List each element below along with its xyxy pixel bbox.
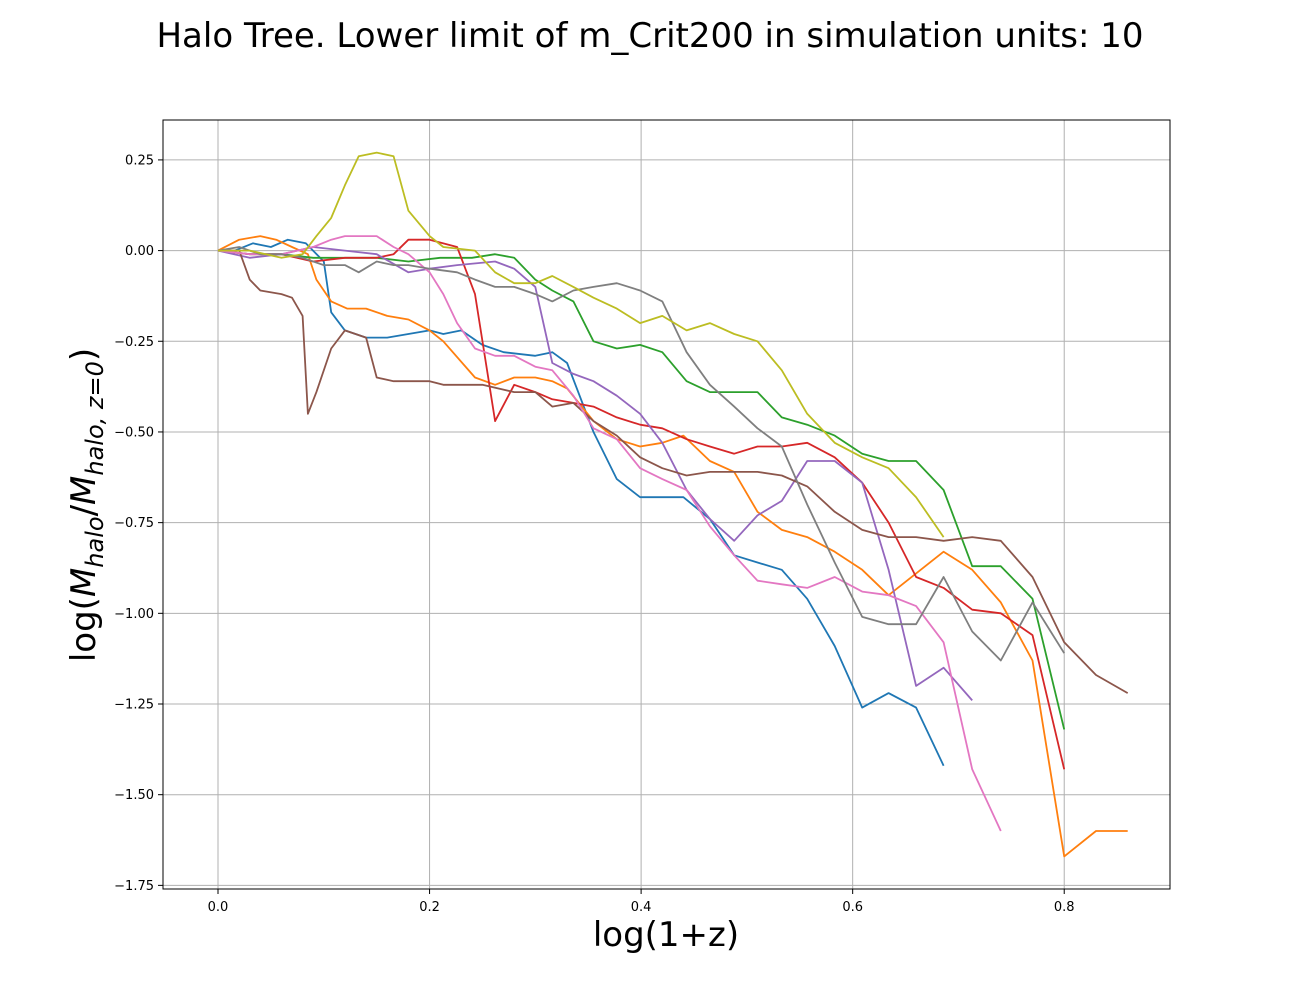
grid (163, 120, 1170, 889)
y-tick-label: −0.25 (114, 335, 154, 350)
series-line-2 (217, 235, 1128, 858)
y-tick-label: −1.50 (114, 788, 154, 803)
series-line-6 (218, 249, 1129, 694)
series-line-1 (218, 238, 945, 767)
y-axis-label: log(Mhalo/Mhalo, z=0) (64, 348, 109, 662)
x-tick-label: 0.4 (631, 900, 652, 915)
y-tick-label: −1.25 (114, 698, 154, 713)
plot-frame (162, 119, 1171, 890)
series-line-8 (217, 246, 1065, 662)
series-line-3 (217, 249, 1066, 730)
y-tick-label: 0.00 (125, 244, 154, 259)
y-tick-label: −0.50 (114, 425, 154, 440)
y-axis-ticks: 0.25 0.00 −0.25 −0.50 −0.75 −1.00 −1.25 −1.50 −1… (114, 153, 163, 894)
series-line-4 (217, 238, 1066, 770)
x-tick-label: 0.2 (419, 900, 440, 915)
series-group (217, 151, 1129, 858)
series-line-7 (217, 235, 1002, 832)
y-tick-label: −1.75 (114, 879, 154, 894)
x-axis-ticks: 0.0 0.2 0.4 0.6 0.8 (208, 889, 1075, 915)
x-tick-label: 0.6 (842, 900, 863, 915)
y-tick-label: −1.00 (114, 607, 154, 622)
series-line-9 (218, 151, 945, 538)
series-line-5 (217, 246, 973, 701)
x-tick-label: 0.8 (1054, 900, 1075, 915)
chart-title: Halo Tree. Lower limit of m_Crit200 in s… (156, 16, 1143, 56)
y-tick-label: −0.75 (114, 516, 154, 531)
y-tick-label: 0.25 (125, 153, 154, 168)
x-axis-label: log(1+z) (593, 915, 739, 955)
x-tick-label: 0.0 (208, 900, 229, 915)
